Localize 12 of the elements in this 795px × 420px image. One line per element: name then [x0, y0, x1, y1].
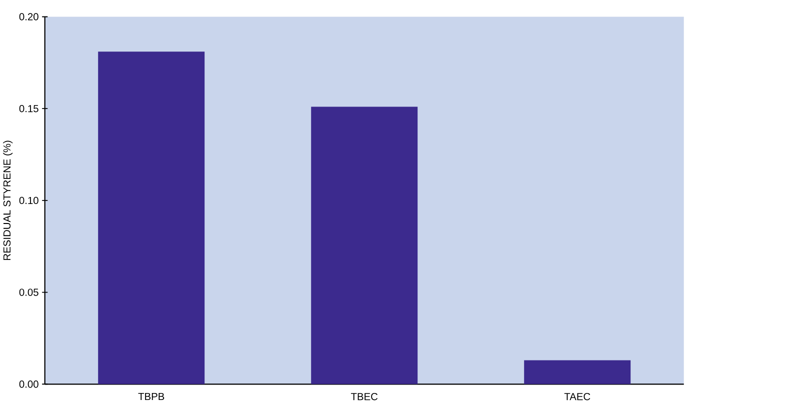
x-tick-label: TBPB — [138, 392, 164, 400]
bar — [311, 106, 418, 384]
y-tick-label: 0.10 — [19, 196, 38, 204]
y-tick-label: 0.00 — [19, 380, 38, 388]
bar — [524, 360, 631, 384]
x-tick-label: TBEC — [350, 392, 378, 400]
y-axis-title: RESIDUAL STYRENE (%) — [3, 140, 13, 260]
y-tick-label: 0.05 — [19, 288, 38, 296]
y-tick-label: 0.15 — [19, 104, 38, 112]
y-tick-label: 0.20 — [19, 12, 38, 20]
bar — [98, 51, 205, 384]
x-tick-label: TAEC — [564, 392, 590, 400]
